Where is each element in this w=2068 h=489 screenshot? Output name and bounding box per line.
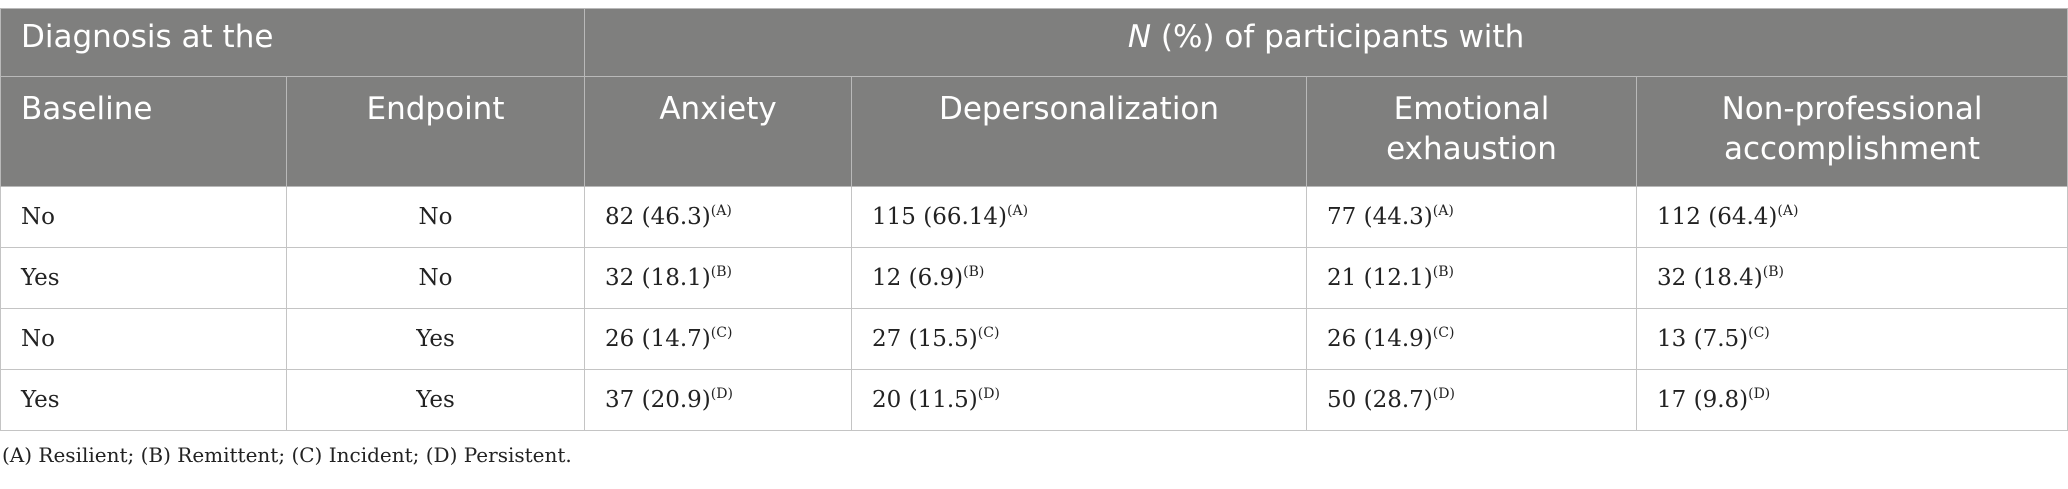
cell-baseline: Yes: [0, 247, 287, 309]
header-non-professional-accomplishment: Non-professional accomplishment: [1636, 76, 2068, 187]
cell-superscript: (A): [710, 203, 732, 219]
cell-value: 27 (15.5): [872, 326, 978, 352]
header-emotional-exhaustion: Emotional exhaustion: [1306, 76, 1638, 187]
cell-emotional-exhaustion: 77 (44.3)(A): [1306, 186, 1638, 248]
cell-anxiety: 37 (20.9)(D): [584, 369, 853, 431]
header-row-columns: Baseline Endpoint Anxiety Depersonalizat…: [0, 76, 2068, 187]
cell-value: 82 (46.3): [605, 204, 711, 230]
header-depersonalization: Depersonalization: [851, 76, 1308, 187]
cell-superscript: (A): [1432, 203, 1454, 219]
cell-superscript: (C): [1748, 325, 1770, 341]
cell-emotional-exhaustion: 21 (12.1)(B): [1306, 247, 1638, 309]
cell-superscript: (B): [1432, 264, 1454, 280]
cell-value: 115 (66.14): [872, 204, 1008, 230]
cell-anxiety: 26 (14.7)(C): [584, 308, 853, 370]
cell-value: 32 (18.1): [605, 265, 711, 291]
header-anxiety: Anxiety: [584, 76, 853, 187]
cell-baseline: No: [0, 186, 287, 248]
cell-endpoint: No: [285, 186, 586, 248]
cell-baseline: Yes: [0, 369, 287, 431]
cell-value: 37 (20.9): [605, 387, 711, 413]
cell-value: 26 (14.7): [605, 326, 711, 352]
cell-non-professional: 17 (9.8)(D): [1636, 369, 2068, 431]
cell-superscript: (D): [977, 386, 1000, 402]
header-endpoint: Endpoint: [285, 76, 586, 187]
table-row: Yes No 32 (18.1)(B) 12 (6.9)(B) 21 (12.1…: [0, 247, 2068, 309]
cell-non-professional: 13 (7.5)(C): [1636, 308, 2068, 370]
header-participants-label: (%) of participants with: [1151, 19, 1525, 55]
cell-superscript: (A): [1007, 203, 1029, 219]
cell-superscript: (C): [977, 325, 1000, 341]
cell-value: 26 (14.9): [1327, 326, 1433, 352]
cell-anxiety: 32 (18.1)(B): [584, 247, 853, 309]
cell-anxiety: 82 (46.3)(A): [584, 186, 853, 248]
table-row: No Yes 26 (14.7)(C) 27 (15.5)(C) 26 (14.…: [0, 308, 2068, 370]
header-participants-group: N (%) of participants with: [584, 8, 2068, 77]
cell-value: 21 (12.1): [1327, 265, 1433, 291]
cell-value: 77 (44.3): [1327, 204, 1433, 230]
header-baseline: Baseline: [0, 76, 287, 187]
cell-endpoint: No: [285, 247, 586, 309]
cell-depersonalization: 20 (11.5)(D): [851, 369, 1308, 431]
cell-depersonalization: 115 (66.14)(A): [851, 186, 1308, 248]
cell-superscript: (B): [710, 264, 732, 280]
header-n-label: N: [1127, 19, 1152, 55]
cell-superscript: (B): [1762, 264, 1784, 280]
table-container: Diagnosis at the N (%) of participants w…: [0, 8, 2068, 467]
cell-non-professional: 112 (64.4)(A): [1636, 186, 2068, 248]
header-diagnosis-group: Diagnosis at the: [0, 8, 586, 77]
cell-superscript: (D): [1748, 386, 1771, 402]
cell-depersonalization: 27 (15.5)(C): [851, 308, 1308, 370]
cell-value: 20 (11.5): [872, 387, 978, 413]
table-footnote: (A) Resilient; (B) Remittent; (C) Incide…: [2, 443, 572, 467]
table-row: No No 82 (46.3)(A) 115 (66.14)(A) 77 (44…: [0, 186, 2068, 248]
header-row-group: Diagnosis at the N (%) of participants w…: [0, 8, 2068, 77]
cell-value: 17 (9.8): [1657, 387, 1749, 413]
cell-baseline: No: [0, 308, 287, 370]
cell-value: 112 (64.4): [1657, 204, 1778, 230]
cell-superscript: (D): [710, 386, 733, 402]
cell-superscript: (B): [963, 264, 985, 280]
cell-superscript: (C): [1432, 325, 1455, 341]
cell-value: 12 (6.9): [872, 265, 964, 291]
cell-endpoint: Yes: [285, 308, 586, 370]
cell-non-professional: 32 (18.4)(B): [1636, 247, 2068, 309]
cell-emotional-exhaustion: 50 (28.7)(D): [1306, 369, 1638, 431]
cell-value: 13 (7.5): [1657, 326, 1749, 352]
cell-superscript: (D): [1432, 386, 1455, 402]
cell-superscript: (C): [710, 325, 733, 341]
cell-emotional-exhaustion: 26 (14.9)(C): [1306, 308, 1638, 370]
table-row: Yes Yes 37 (20.9)(D) 20 (11.5)(D) 50 (28…: [0, 369, 2068, 431]
cell-superscript: (A): [1777, 203, 1799, 219]
cell-endpoint: Yes: [285, 369, 586, 431]
cell-value: 32 (18.4): [1657, 265, 1763, 291]
cell-value: 50 (28.7): [1327, 387, 1433, 413]
cell-depersonalization: 12 (6.9)(B): [851, 247, 1308, 309]
results-table: Diagnosis at the N (%) of participants w…: [0, 8, 2068, 431]
